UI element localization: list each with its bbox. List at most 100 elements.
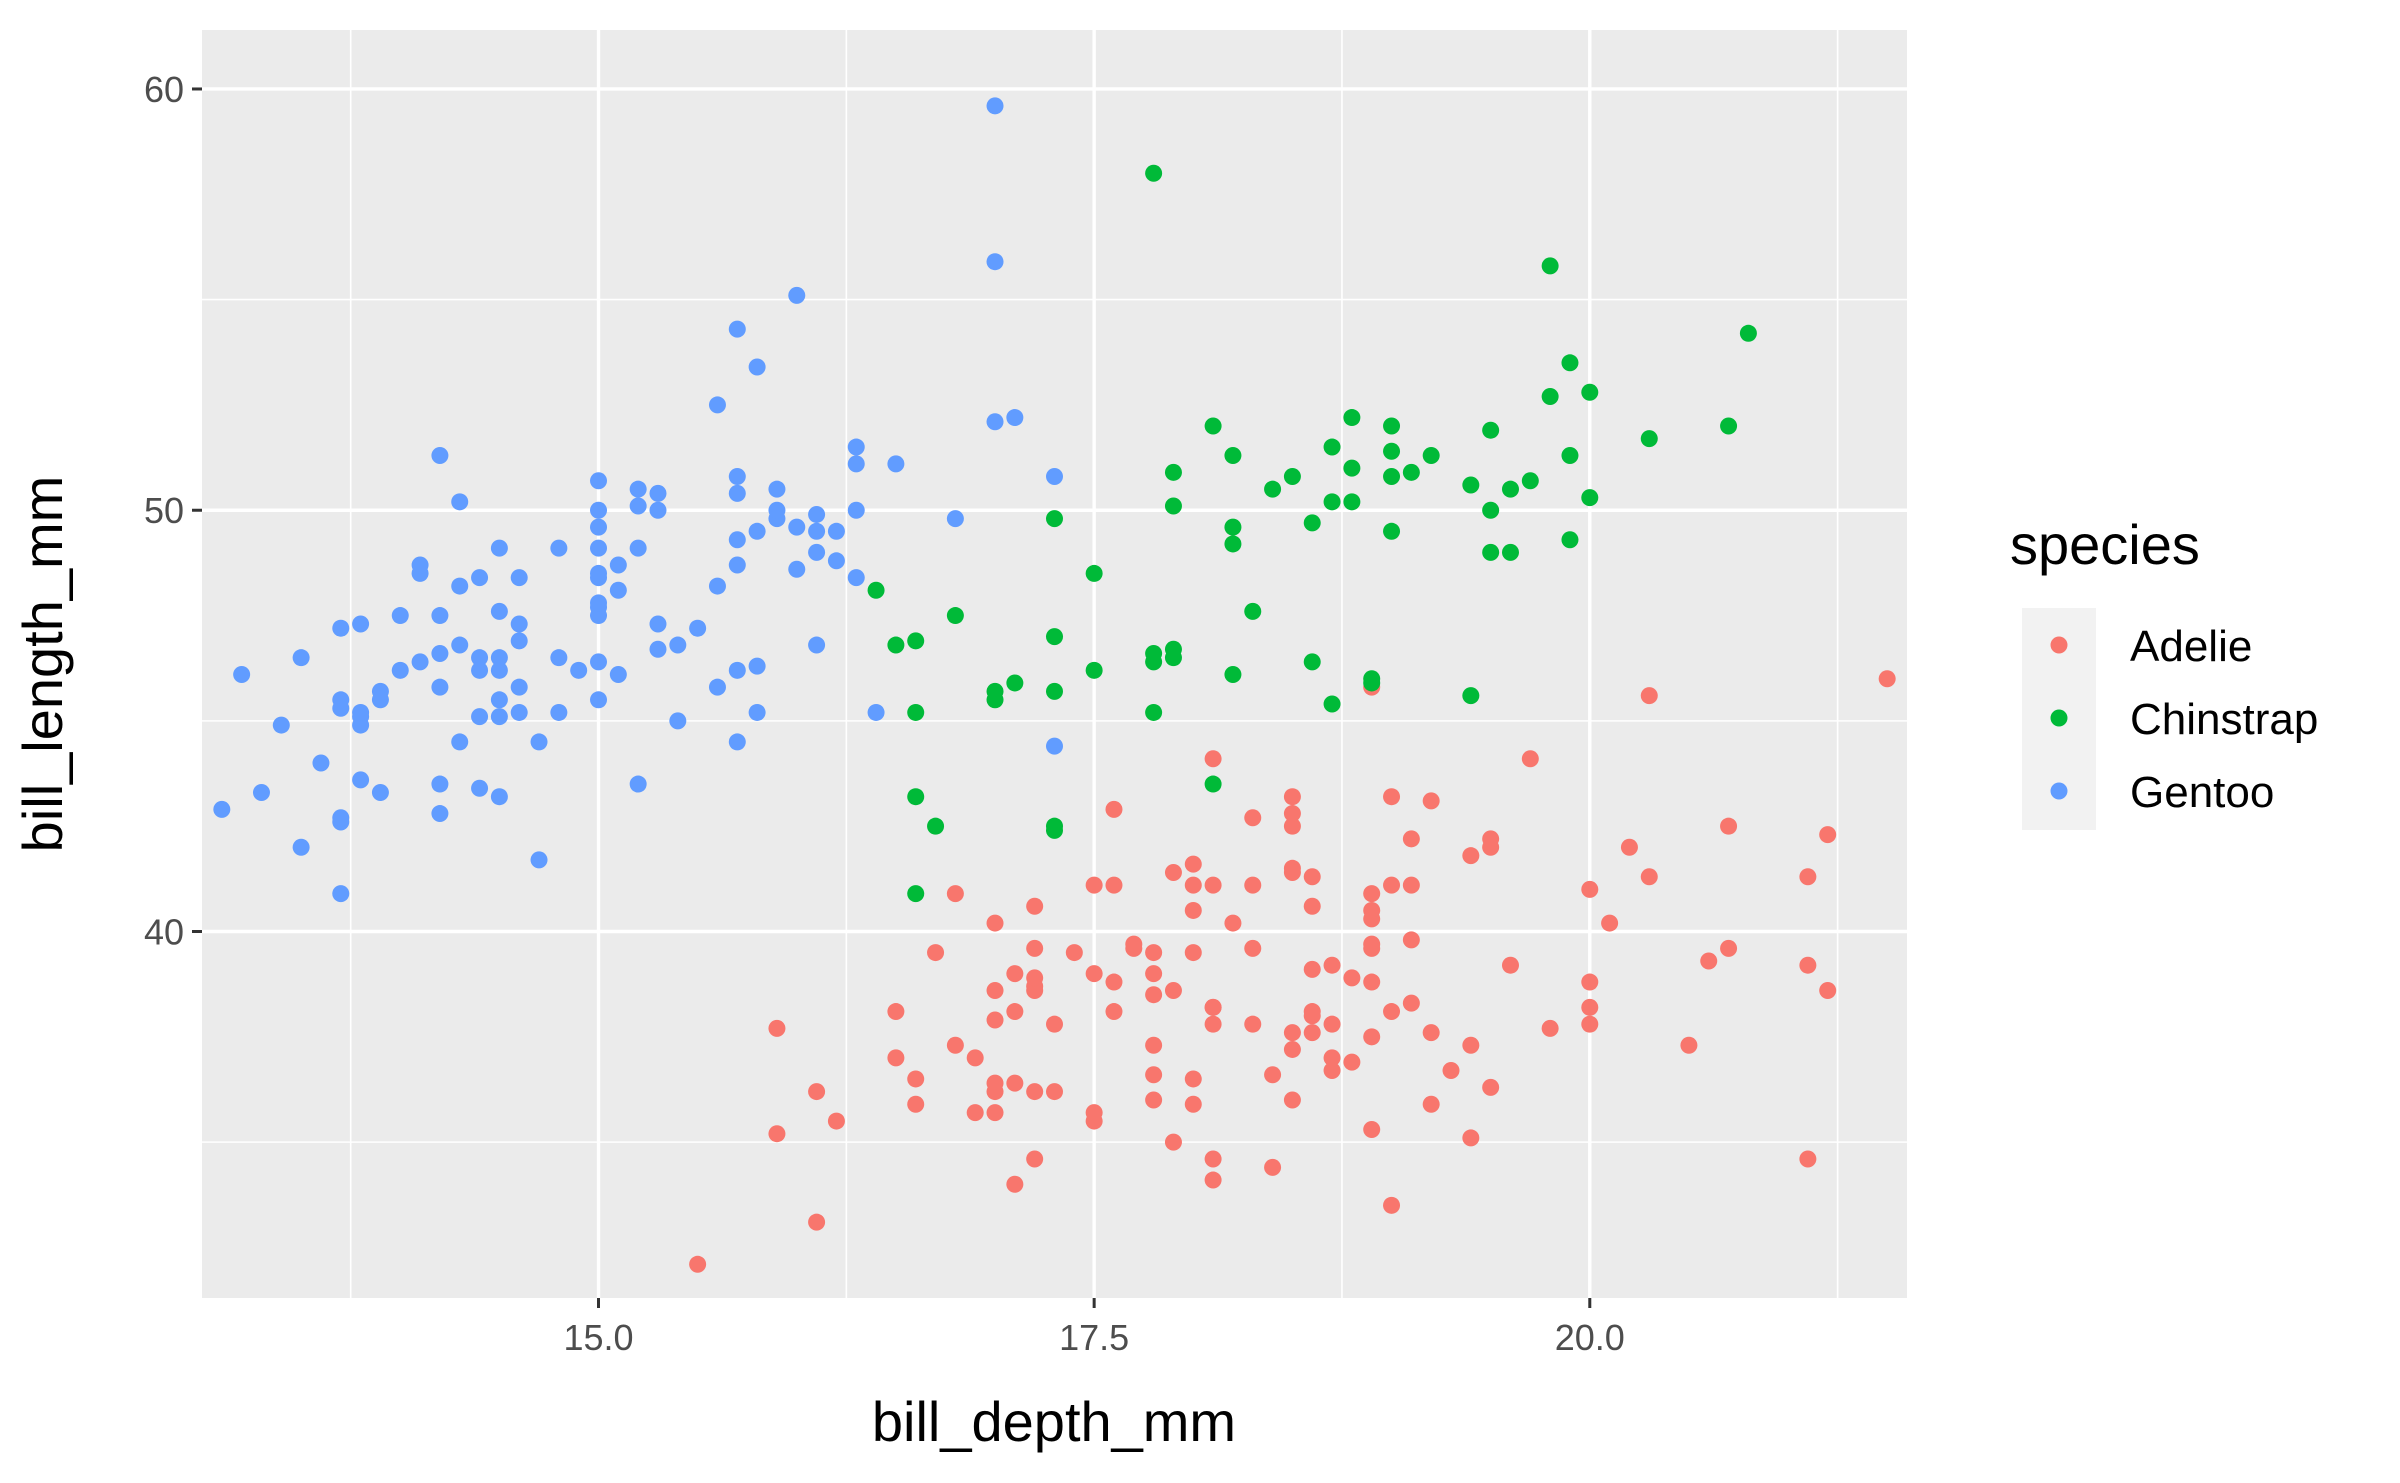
point-adelie bbox=[1363, 1028, 1381, 1046]
point-adelie bbox=[1184, 944, 1202, 962]
point-gentoo bbox=[748, 358, 766, 376]
point-gentoo bbox=[411, 556, 429, 574]
point-gentoo bbox=[827, 522, 845, 540]
point-gentoo bbox=[510, 569, 528, 587]
point-adelie bbox=[1204, 1150, 1222, 1168]
point-adelie bbox=[1363, 973, 1381, 991]
point-gentoo bbox=[332, 885, 350, 903]
point-gentoo bbox=[431, 805, 449, 823]
point-chinstrap bbox=[1501, 543, 1519, 561]
point-adelie bbox=[1184, 855, 1202, 873]
point-adelie bbox=[1244, 1015, 1262, 1033]
point-adelie bbox=[1422, 1095, 1440, 1113]
point-adelie bbox=[986, 1011, 1004, 1029]
point-adelie bbox=[1343, 1053, 1361, 1071]
legend-key-chinstrap bbox=[2050, 709, 2068, 727]
point-chinstrap bbox=[1640, 430, 1658, 448]
point-chinstrap bbox=[1085, 564, 1103, 582]
point-adelie bbox=[1640, 868, 1658, 886]
point-chinstrap bbox=[1323, 695, 1341, 713]
point-gentoo bbox=[689, 619, 707, 637]
point-adelie bbox=[986, 914, 1004, 932]
point-gentoo bbox=[986, 413, 1004, 431]
x-tick-label: 20.0 bbox=[1555, 1317, 1625, 1358]
point-chinstrap bbox=[1422, 446, 1440, 464]
point-gentoo bbox=[352, 703, 370, 721]
legend-label-gentoo: Gentoo bbox=[2130, 768, 2274, 817]
point-adelie bbox=[1521, 750, 1539, 768]
point-adelie bbox=[1164, 981, 1182, 999]
point-gentoo bbox=[550, 703, 568, 721]
point-adelie bbox=[1462, 1036, 1480, 1054]
point-gentoo bbox=[292, 838, 310, 856]
point-gentoo bbox=[590, 691, 608, 709]
point-adelie bbox=[1541, 1019, 1559, 1037]
point-adelie bbox=[1878, 670, 1896, 688]
point-gentoo bbox=[728, 556, 746, 574]
point-adelie bbox=[1283, 864, 1301, 882]
point-chinstrap bbox=[1145, 164, 1163, 182]
point-gentoo bbox=[708, 396, 726, 414]
point-chinstrap bbox=[1383, 522, 1401, 540]
point-adelie bbox=[1105, 1003, 1123, 1021]
point-adelie bbox=[1323, 956, 1341, 974]
point-chinstrap bbox=[1561, 531, 1579, 549]
point-gentoo bbox=[649, 501, 667, 519]
point-gentoo bbox=[490, 788, 508, 806]
point-adelie bbox=[907, 1095, 925, 1113]
point-gentoo bbox=[451, 733, 469, 751]
point-gentoo bbox=[510, 678, 528, 696]
point-gentoo bbox=[431, 644, 449, 662]
point-gentoo bbox=[431, 775, 449, 793]
point-adelie bbox=[1184, 1070, 1202, 1088]
point-adelie bbox=[927, 944, 945, 962]
point-gentoo bbox=[490, 649, 508, 667]
point-adelie bbox=[1283, 1024, 1301, 1042]
point-adelie bbox=[1264, 1158, 1282, 1176]
point-adelie bbox=[946, 885, 964, 903]
point-gentoo bbox=[530, 851, 548, 869]
point-gentoo bbox=[847, 455, 865, 473]
point-gentoo bbox=[451, 636, 469, 654]
point-adelie bbox=[1204, 1015, 1222, 1033]
point-adelie bbox=[1125, 935, 1143, 953]
point-adelie bbox=[1680, 1036, 1698, 1054]
point-adelie bbox=[1482, 830, 1500, 848]
point-chinstrap bbox=[1323, 438, 1341, 456]
point-adelie bbox=[1720, 939, 1738, 957]
point-adelie bbox=[768, 1125, 786, 1143]
point-chinstrap bbox=[1482, 501, 1500, 519]
point-gentoo bbox=[609, 556, 627, 574]
point-adelie bbox=[1601, 914, 1619, 932]
point-gentoo bbox=[471, 649, 489, 667]
point-adelie bbox=[1184, 1095, 1202, 1113]
point-gentoo bbox=[1046, 468, 1063, 486]
point-gentoo bbox=[590, 594, 608, 612]
point-gentoo bbox=[847, 501, 865, 519]
point-gentoo bbox=[590, 564, 608, 582]
point-adelie bbox=[1799, 956, 1817, 974]
point-chinstrap bbox=[1303, 514, 1321, 532]
point-gentoo bbox=[411, 653, 429, 671]
point-chinstrap bbox=[1164, 497, 1182, 515]
point-adelie bbox=[1026, 1083, 1044, 1101]
point-chinstrap bbox=[1145, 703, 1163, 721]
point-adelie bbox=[1363, 901, 1381, 919]
point-adelie bbox=[1244, 939, 1262, 957]
point-adelie bbox=[1323, 1062, 1341, 1080]
point-gentoo bbox=[728, 531, 746, 549]
point-chinstrap bbox=[1739, 324, 1757, 342]
point-adelie bbox=[1303, 960, 1321, 978]
point-gentoo bbox=[213, 800, 231, 818]
data-points bbox=[213, 97, 1896, 1273]
point-adelie bbox=[1283, 817, 1301, 835]
point-gentoo bbox=[728, 733, 746, 751]
point-chinstrap bbox=[1720, 417, 1738, 435]
point-chinstrap bbox=[986, 682, 1004, 700]
point-gentoo bbox=[510, 615, 528, 633]
point-adelie bbox=[887, 1049, 905, 1067]
point-gentoo bbox=[986, 97, 1004, 115]
y-tick-label: 50 bbox=[144, 490, 184, 531]
point-adelie bbox=[1204, 750, 1222, 768]
